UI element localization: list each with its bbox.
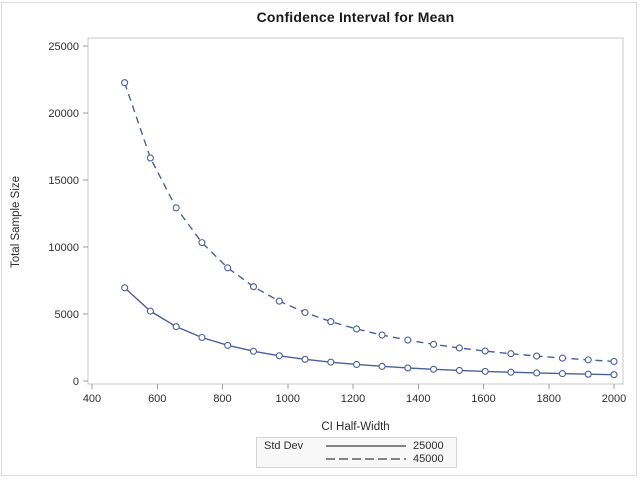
series-line-45000 [123, 82, 615, 363]
legend-entry-25000: 25000 [413, 439, 444, 452]
data-point-marker [558, 370, 567, 378]
data-point-marker [378, 362, 386, 370]
x-tick-label: 1600 [471, 393, 495, 405]
data-point-marker [353, 360, 361, 369]
data-point-marker [455, 344, 463, 352]
data-point-marker [404, 364, 412, 372]
legend-line-dashed-sample [326, 458, 406, 460]
data-point-marker [610, 371, 618, 379]
x-tick-label: 2000 [602, 393, 626, 405]
data-point-marker [584, 356, 592, 364]
y-tick-label: 20000 [48, 108, 79, 120]
data-point-marker [146, 307, 154, 315]
y-axis-title: Total Sample Size [10, 175, 22, 269]
data-point-marker [121, 79, 129, 87]
data-point-marker [172, 204, 180, 212]
x-tick-label: 1000 [276, 393, 300, 405]
data-point-marker [404, 336, 412, 344]
data-point-marker [224, 264, 232, 272]
x-tick-label: 1400 [406, 393, 430, 405]
data-point-marker [275, 297, 283, 305]
data-point-marker [327, 318, 335, 326]
data-point-marker [584, 370, 592, 378]
data-point-marker [533, 352, 541, 360]
x-tick-label: 400 [83, 393, 101, 405]
legend-entry-45000: 45000 [413, 453, 444, 466]
x-axis-title: CI Half-Width [321, 421, 390, 433]
data-point-marker [481, 367, 489, 375]
y-tick-label: 10000 [48, 242, 79, 254]
series-line-25000 [124, 287, 615, 376]
data-point-marker [378, 331, 386, 339]
x-tick-label: 800 [213, 393, 231, 405]
data-point-marker [301, 355, 309, 363]
chart-title: Confidence Interval for Mean [256, 9, 455, 25]
x-tick-label: 1800 [537, 393, 561, 405]
x-tick-label: 600 [148, 393, 166, 405]
data-point-marker [121, 284, 129, 292]
data-point-marker [430, 365, 438, 373]
data-point-marker [558, 354, 567, 362]
data-point-marker [146, 154, 154, 162]
data-point-marker [353, 325, 361, 333]
y-tick-label: 0 [73, 376, 79, 388]
data-point-marker [172, 323, 180, 331]
data-point-marker [198, 239, 206, 247]
data-point-marker [301, 308, 309, 317]
x-tick-label: 1200 [341, 393, 365, 405]
data-point-marker [430, 340, 438, 348]
legend: Std Dev 25000 45000 [256, 437, 457, 468]
data-point-marker [481, 347, 489, 355]
data-point-marker [455, 366, 463, 374]
y-tick-label: 25000 [48, 41, 79, 53]
data-point-marker [327, 358, 335, 366]
data-point-marker [249, 347, 258, 355]
data-point-marker [198, 333, 206, 342]
legend-title: Std Dev [264, 439, 304, 452]
data-point-marker [224, 341, 232, 349]
data-point-marker [507, 368, 515, 376]
data-point-marker [507, 350, 515, 358]
y-tick-label: 5000 [55, 309, 79, 321]
y-tick-label: 15000 [48, 175, 79, 187]
data-point-marker [249, 283, 258, 291]
legend-line-solid-sample [326, 445, 406, 447]
data-point-marker [275, 352, 283, 360]
data-point-marker [533, 369, 541, 377]
data-point-marker [610, 357, 618, 366]
plot-frame [87, 37, 624, 385]
